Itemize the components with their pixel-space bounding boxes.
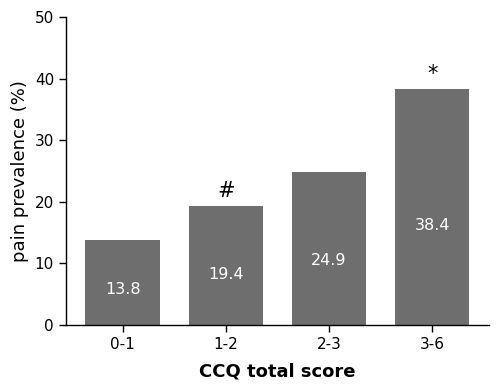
Text: #: # — [217, 181, 234, 201]
Bar — [292, 172, 366, 325]
Text: 24.9: 24.9 — [311, 253, 346, 268]
X-axis label: CCQ total score: CCQ total score — [199, 363, 356, 381]
Y-axis label: pain prevalence (%): pain prevalence (%) — [11, 80, 29, 262]
Bar — [86, 240, 160, 325]
Text: 38.4: 38.4 — [414, 218, 450, 233]
Bar — [188, 205, 263, 325]
Text: 19.4: 19.4 — [208, 267, 244, 282]
Bar — [395, 89, 469, 325]
Text: 13.8: 13.8 — [105, 282, 140, 297]
Text: *: * — [427, 64, 438, 83]
